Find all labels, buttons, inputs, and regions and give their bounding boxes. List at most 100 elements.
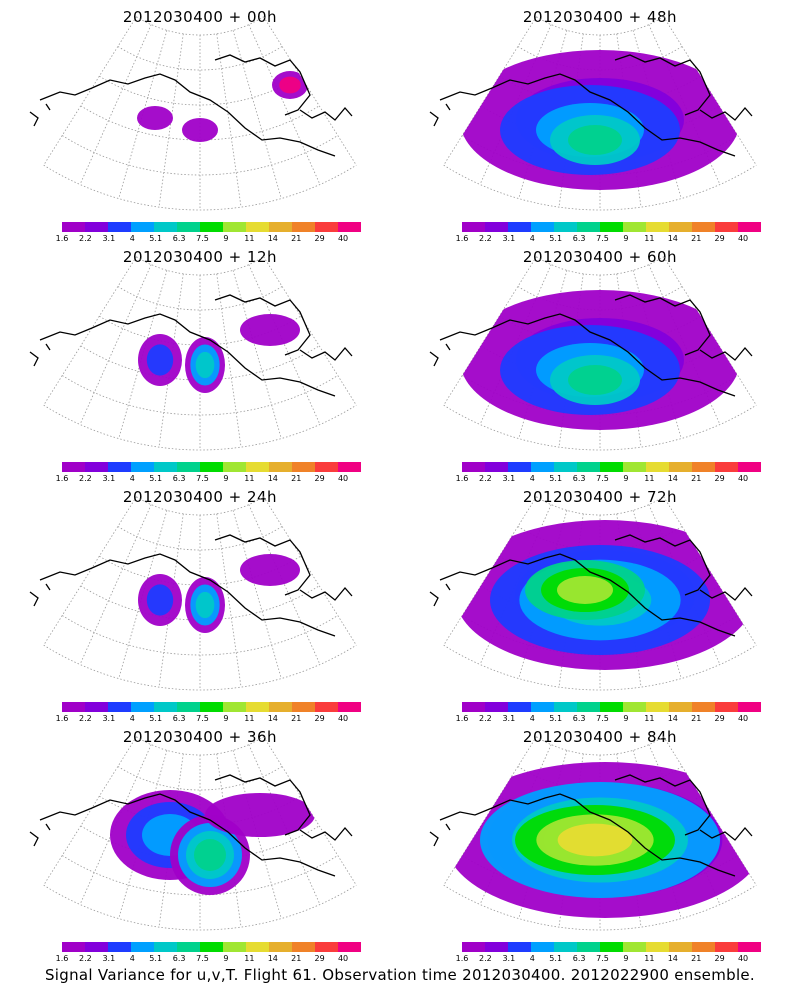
colorbar-labels: 1.6 2.2 3.1 4 5.1 6.3 7.5 9 11 14 21 29 40 (452, 474, 772, 484)
colorbar-swatch (646, 942, 669, 952)
figure-caption: Signal Variance for u,v,T. Flight 61. Ob… (44, 966, 756, 984)
colorbar-tick-label: 4 (129, 954, 135, 963)
longitude-line (79, 264, 152, 425)
colorbar-tick-label: 7.5 (596, 954, 609, 963)
latitude-line (43, 884, 357, 931)
coastline-path (439, 313, 736, 397)
colorbar-tick-label: 7.5 (596, 474, 609, 483)
colorbar-swatch (62, 462, 85, 472)
colorbar-swatch (338, 942, 361, 952)
variance-contour (194, 839, 226, 871)
colorbar-swatch (85, 222, 108, 232)
colorbar-swatch (692, 462, 715, 472)
colorbar-swatch (623, 222, 646, 232)
coastline-path (214, 54, 311, 116)
colorbar-swatch (485, 702, 508, 712)
colorbar-tick-label: 5.1 (549, 954, 563, 963)
colorbar-swatch (246, 222, 269, 232)
colorbar-tick-label: 6.3 (172, 234, 186, 243)
panel-title: 2012030400 + 72h (522, 488, 678, 506)
colorbar-tick-label: 21 (291, 234, 302, 243)
colorbar-tick-label: 29 (314, 474, 325, 483)
colorbar-tick-label: 4 (529, 714, 535, 723)
colorbar-tick-label: 3.1 (102, 954, 116, 963)
coastline-path (214, 294, 311, 356)
panel-title: 2012030400 + 60h (522, 248, 678, 266)
colorbar-tick-label: 5.1 (549, 234, 563, 243)
latitude-line (62, 615, 338, 656)
map-panel-24h: 2012030400 + 24h 1.6 2.2 3.1 4 5.1 6.3 7.5 9 11 1… (0, 480, 400, 723)
latitude-line (43, 644, 357, 691)
variance-contour (195, 591, 215, 619)
panel-title: 2012030400 + 00h (122, 8, 278, 26)
colorbar-tick-label: 5.1 (149, 714, 163, 723)
colorbar-swatch (646, 222, 669, 232)
map-plot (429, 256, 757, 451)
panel-title: 2012030400 + 84h (522, 728, 678, 746)
colorbar-labels: 1.6 2.2 3.1 4 5.1 6.3 7.5 9 11 14 21 29 40 (52, 954, 372, 964)
colorbar-swatch (315, 462, 338, 472)
map-plot (429, 16, 757, 211)
colorbar-labels: 1.6 2.2 3.1 4 5.1 6.3 7.5 9 11 14 21 29 40 (452, 714, 772, 724)
latitude-line (536, 16, 664, 36)
colorbar-swatch (715, 462, 738, 472)
colorbar-swatch (554, 942, 577, 952)
colorbar-tick-label: 1.6 (455, 714, 469, 723)
latitude-line (117, 526, 283, 551)
colorbar (462, 222, 761, 232)
colorbar-swatch (108, 702, 131, 712)
colorbar-swatch (600, 462, 623, 472)
map-plot (29, 16, 357, 211)
colorbar-tick-label: 29 (714, 714, 725, 723)
colorbar-swatch (269, 702, 292, 712)
colorbar-tick-label: 11 (644, 714, 655, 723)
colorbar (62, 942, 361, 952)
colorbar-tick-label: 2.2 (79, 234, 92, 243)
coastline-path (214, 534, 311, 596)
variance-contour (568, 365, 622, 395)
latitude-line (443, 644, 757, 691)
colorbar-swatch (177, 462, 200, 472)
colorbar-tick-label: 2.2 (79, 714, 92, 723)
colorbar-tick-label: 29 (314, 234, 325, 243)
colorbar-swatch (177, 702, 200, 712)
colorbar-labels: 1.6 2.2 3.1 4 5.1 6.3 7.5 9 11 14 21 29 40 (452, 234, 772, 244)
variance-contour (240, 314, 300, 346)
colorbar-tick-label: 9 (623, 234, 629, 243)
colorbar-tick-label: 6.3 (572, 474, 586, 483)
coastline-path (614, 294, 711, 356)
latitude-line (43, 404, 357, 451)
colorbar-swatch (338, 462, 361, 472)
colorbar-swatch (292, 222, 315, 232)
map-plot (29, 256, 357, 451)
colorbar-swatch (623, 702, 646, 712)
colorbar-tick-label: 11 (644, 234, 655, 243)
longitude-line (79, 504, 152, 665)
colorbar-tick-label: 3.1 (102, 234, 116, 243)
colorbar-tick-label: 4 (529, 474, 535, 483)
colorbar-swatch (531, 702, 554, 712)
colorbar-swatch (131, 462, 154, 472)
colorbar-tick-label: 7.5 (196, 234, 209, 243)
coastline-path (299, 826, 353, 841)
colorbar-tick-label: 29 (314, 714, 325, 723)
colorbar-swatch (338, 222, 361, 232)
variance-contour (182, 118, 218, 142)
colorbar-swatch (669, 942, 692, 952)
colorbar-tick-label: 7.5 (596, 714, 609, 723)
colorbar-swatch (508, 222, 531, 232)
colorbar-swatch (315, 222, 338, 232)
colorbar-tick-label: 9 (623, 954, 629, 963)
map-panel-84h: 2012030400 + 84h 1.6 2.2 3.1 4 5.1 6.3 7.5 9 11 1… (400, 720, 800, 963)
colorbar-swatch (623, 462, 646, 472)
colorbar-swatch (715, 222, 738, 232)
colorbar-tick-label: 21 (691, 234, 702, 243)
colorbar-swatch (154, 462, 177, 472)
colorbar-tick-label: 7.5 (196, 474, 209, 483)
longitude-line (43, 496, 137, 646)
coastline-path (699, 106, 753, 121)
coastline-path (29, 823, 51, 847)
map-plot (29, 736, 357, 931)
colorbar-tick-label: 2.2 (479, 954, 492, 963)
colorbar-tick-label: 29 (714, 474, 725, 483)
